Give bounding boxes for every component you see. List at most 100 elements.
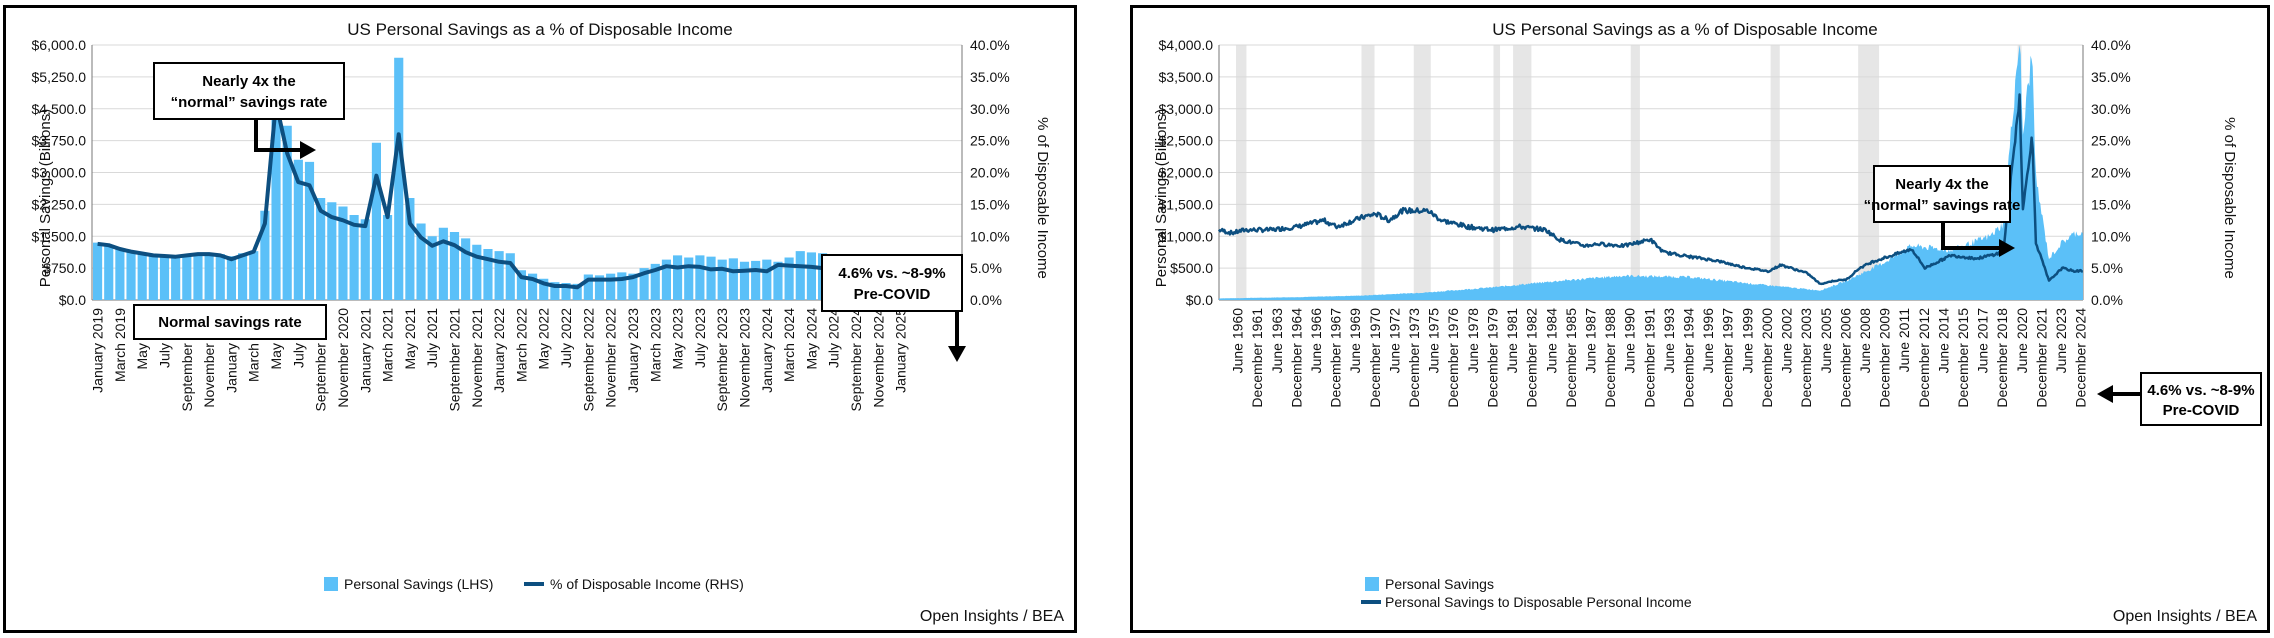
left-x-tick-label: January 2022 bbox=[491, 308, 507, 393]
right-x-tick-label: June 1996 bbox=[1700, 308, 1716, 374]
left-savings-bar bbox=[717, 259, 727, 300]
right-x-tick-label: June 1975 bbox=[1426, 308, 1442, 374]
right-x-tick-label: June 2005 bbox=[1818, 308, 1834, 374]
right-x-tick-label: December 2000 bbox=[1759, 308, 1775, 408]
left-savings-bar bbox=[516, 270, 526, 300]
left-x-tick-label: September 2023 bbox=[714, 308, 730, 412]
left-chart: US Personal Savings as a % of Disposable… bbox=[32, 20, 1065, 625]
left-y2-tick-label: 0.0% bbox=[970, 292, 1002, 308]
left-x-tick-label: January 2019 bbox=[90, 308, 106, 393]
left-savings-bar bbox=[115, 249, 125, 300]
left-y2-tick-label: 20.0% bbox=[970, 165, 1010, 181]
left-savings-bar bbox=[416, 223, 426, 300]
left-savings-bar bbox=[182, 254, 192, 300]
right-y-tick-label: $500.0 bbox=[1170, 260, 1213, 276]
left-savings-bar bbox=[338, 206, 348, 300]
left-x-tick-label: January 2024 bbox=[759, 308, 775, 393]
left-savings-bar bbox=[706, 256, 716, 300]
left-savings-bar bbox=[695, 255, 705, 300]
left-y-tick-label: $0.0 bbox=[59, 292, 86, 308]
right-x-tick-label: June 1978 bbox=[1465, 308, 1481, 374]
left-x-tick-label: November 2024 bbox=[870, 308, 886, 408]
right-annotation-peak-line2: “normal” savings rate bbox=[1864, 197, 2021, 214]
left-y2-tick-label: 15.0% bbox=[970, 196, 1010, 212]
left-savings-bar bbox=[583, 274, 593, 300]
left-savings-bar bbox=[650, 263, 660, 300]
right-y-tick-label: $2,000.0 bbox=[1159, 165, 1214, 181]
left-legend-rate-label: % of Disposable Income (RHS) bbox=[550, 576, 744, 592]
left-savings-bar bbox=[427, 236, 437, 300]
right-x-tick-label: December 1964 bbox=[1288, 308, 1304, 408]
left-annotation-peak-line1: Nearly 4x the bbox=[202, 73, 295, 90]
left-savings-bar bbox=[93, 242, 103, 300]
left-savings-bar bbox=[349, 215, 359, 300]
right-x-tick-label: December 2024 bbox=[2073, 308, 2089, 408]
left-y-axis-label: Personal Savings (Billions) bbox=[37, 109, 54, 287]
left-savings-bar bbox=[784, 257, 794, 300]
left-y2-axis-label: % of Disposable Income bbox=[1034, 117, 1051, 279]
left-savings-bar bbox=[293, 159, 303, 300]
left-savings-bar bbox=[728, 258, 738, 300]
left-savings-bar bbox=[762, 259, 772, 300]
right-x-tick-label: December 1976 bbox=[1445, 308, 1461, 408]
left-x-tick-label: March 2023 bbox=[647, 308, 663, 382]
right-x-tick-label: December 2018 bbox=[1994, 308, 2010, 408]
left-x-tick-label: July 2022 bbox=[558, 308, 574, 368]
right-y2-tick-label: 15.0% bbox=[2091, 196, 2131, 212]
right-x-tick-label: December 1979 bbox=[1484, 308, 1500, 408]
right-y-axis-label: Personal Savings (Billions) bbox=[1153, 109, 1170, 287]
left-x-tick-label: July 2023 bbox=[692, 308, 708, 368]
left-savings-bar bbox=[271, 79, 281, 300]
right-x-tick-label: December 1970 bbox=[1367, 308, 1383, 408]
left-savings-bar bbox=[171, 255, 181, 300]
right-y2-tick-label: 40.0% bbox=[2091, 37, 2131, 53]
right-x-tick-label: December 2003 bbox=[1798, 308, 1814, 408]
right-annotation-peak-line1: Nearly 4x the bbox=[1895, 176, 1988, 193]
right-x-tick-label: December 2015 bbox=[1955, 308, 1971, 408]
left-x-tick-label: January 2023 bbox=[625, 308, 641, 393]
left-savings-bar bbox=[282, 125, 292, 300]
left-savings-bar bbox=[795, 251, 805, 300]
right-y-tick-label: $3,500.0 bbox=[1159, 69, 1214, 85]
right-x-tick-label: December 1961 bbox=[1249, 308, 1265, 408]
right-x-tick-label: June 2008 bbox=[1857, 308, 1873, 374]
left-x-tick-label: November 2021 bbox=[469, 308, 485, 408]
right-annotation-peak-arrowhead bbox=[1999, 239, 2015, 257]
left-x-tick-label: November 2020 bbox=[335, 308, 351, 408]
right-x-tick-label: June 2014 bbox=[1935, 308, 1951, 374]
left-savings-bar bbox=[483, 249, 493, 300]
right-y2-tick-label: 35.0% bbox=[2091, 69, 2131, 85]
right-x-tick-label: June 2002 bbox=[1779, 308, 1795, 374]
left-x-tick-label: November 2023 bbox=[737, 308, 753, 408]
left-y-tick-label: $5,250.0 bbox=[32, 69, 87, 85]
left-x-tick-label: July 2021 bbox=[424, 308, 440, 368]
left-savings-bar bbox=[383, 215, 393, 300]
right-y2-tick-label: 5.0% bbox=[2091, 260, 2123, 276]
right-legend-savings-label: Personal Savings bbox=[1385, 576, 1494, 592]
left-y-tick-label: $3,750.0 bbox=[32, 133, 87, 149]
right-x-tick-label: December 1988 bbox=[1602, 308, 1618, 408]
left-x-tick-label: May 2024 bbox=[803, 308, 819, 370]
left-savings-bar bbox=[594, 275, 605, 300]
right-x-tick-label: June 1993 bbox=[1661, 308, 1677, 374]
left-savings-bar bbox=[126, 251, 136, 300]
left-savings-bar bbox=[260, 210, 270, 300]
right-x-tick-label: June 1969 bbox=[1347, 308, 1363, 374]
left-y-tick-label: $1,500.0 bbox=[32, 228, 87, 244]
right-x-tick-label: December 1973 bbox=[1406, 308, 1422, 408]
left-savings-bar bbox=[505, 253, 515, 300]
left-savings-bar bbox=[159, 255, 170, 300]
left-chart-title: US Personal Savings as a % of Disposable… bbox=[347, 20, 733, 39]
left-savings-bar bbox=[204, 253, 214, 300]
right-annotation-peak-arrow bbox=[1941, 222, 2003, 250]
right-x-tick-label: December 1967 bbox=[1328, 308, 1344, 408]
left-legend-savings-label: Personal Savings (LHS) bbox=[344, 576, 493, 592]
right-x-tick-label: June 1987 bbox=[1582, 308, 1598, 374]
right-y-tick-label: $1,000.0 bbox=[1159, 228, 1214, 244]
left-savings-bar bbox=[104, 244, 114, 300]
left-x-tick-label: March 2022 bbox=[513, 308, 529, 382]
left-x-tick-label: May 2022 bbox=[536, 308, 552, 370]
left-x-tick-label: November 2022 bbox=[603, 308, 619, 408]
right-x-tick-label: June 1972 bbox=[1386, 308, 1402, 374]
left-savings-bar bbox=[405, 198, 415, 300]
